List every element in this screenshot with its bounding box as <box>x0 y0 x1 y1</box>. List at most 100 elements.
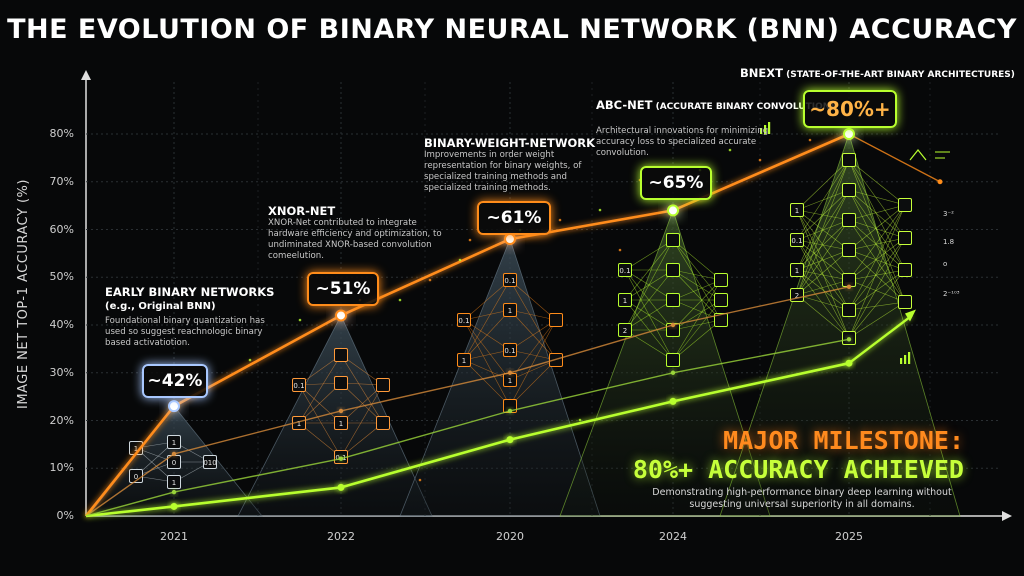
network-edge <box>848 237 906 281</box>
y-tick-label: 20% <box>49 413 74 427</box>
network-node-label: 0.1 <box>293 382 304 390</box>
sparkle <box>578 418 582 422</box>
network-edge <box>509 359 557 381</box>
network-edge <box>340 382 384 424</box>
sparkle <box>248 358 252 362</box>
series-point <box>338 408 344 414</box>
accuracy-achieved-heading: 80%+ ACCURACY ACHIEVED <box>632 455 964 484</box>
network-edge <box>340 422 384 458</box>
network-node <box>618 293 632 307</box>
network-edge <box>463 279 511 321</box>
milestone-title: XNOR-NET <box>268 204 335 218</box>
network-node <box>842 273 856 287</box>
sparkle <box>428 278 432 282</box>
network-edge <box>848 204 906 311</box>
sparkle <box>618 248 622 252</box>
network-node <box>898 198 912 212</box>
network-node-label: 1 <box>508 307 512 315</box>
network-edge <box>848 219 906 303</box>
x-tick-label: 2020 <box>496 530 524 543</box>
network-edge <box>848 159 906 239</box>
milestone-point <box>335 309 347 322</box>
network-node <box>898 295 912 309</box>
network-node-label: 2 <box>623 327 627 335</box>
network-node-label: 1 <box>462 357 466 365</box>
network-side-label: 3⁻² <box>943 210 954 218</box>
bars-icon <box>764 125 767 134</box>
milestone-title-text: EARLY BINARY NETWORKS <box>105 285 275 299</box>
network-edge <box>848 204 906 221</box>
network-edge <box>848 159 906 303</box>
network-node <box>790 233 804 247</box>
y-tick-label: 50% <box>49 270 74 284</box>
network-node <box>666 353 680 367</box>
bars-icon <box>768 122 771 134</box>
network-edge <box>848 249 906 303</box>
series-point <box>846 284 852 289</box>
y-tick-label: 40% <box>49 318 74 331</box>
network-node <box>618 323 632 337</box>
milestone-description: Demonstrating high-performance binary de… <box>652 487 952 510</box>
network-edge <box>796 159 850 241</box>
milestone-subtitle: (ACCURATE BINARY CONVOLUTION) <box>652 102 835 112</box>
bars-icon <box>904 355 907 364</box>
network-edge <box>624 239 674 331</box>
network-node <box>842 183 856 197</box>
sparkle <box>558 218 562 222</box>
sparkle <box>728 148 732 152</box>
network-node <box>842 153 856 167</box>
network-edge <box>463 319 511 381</box>
network-edge <box>509 309 557 321</box>
network-node <box>334 416 348 430</box>
network-node <box>714 273 728 287</box>
network-edge <box>848 189 906 271</box>
network-edge <box>796 189 850 296</box>
sparkle <box>758 158 762 162</box>
network-node-label: 1 <box>795 207 799 215</box>
network-edge <box>848 269 906 281</box>
sparkle <box>458 258 462 262</box>
network-edge <box>848 237 906 339</box>
y-tick-label: 30% <box>49 365 74 379</box>
network-node <box>167 435 181 449</box>
series-point <box>171 451 177 457</box>
accuracy-badge: ~61% <box>477 201 551 235</box>
network-edge <box>509 319 557 351</box>
milestone-title-text: BNEXT <box>740 66 783 80</box>
series-point <box>507 408 513 414</box>
series-line <box>85 286 850 517</box>
network-node-label: 010 <box>203 459 216 467</box>
network-edge <box>848 301 906 311</box>
network-edge <box>848 249 906 271</box>
network-edge <box>848 159 906 206</box>
accuracy-badge: ~51% <box>307 272 379 306</box>
network-edge <box>796 249 850 296</box>
y-axis-arrow <box>81 70 91 80</box>
network-edge <box>298 382 342 424</box>
network-node <box>666 293 680 307</box>
milestone-title-text: XNOR-NET <box>268 204 336 218</box>
milestone-point <box>168 400 180 413</box>
network-node-label: 1 <box>172 479 176 487</box>
series-point <box>845 359 853 367</box>
network-node <box>334 376 348 390</box>
network-edge <box>848 269 906 339</box>
network-edge <box>848 219 906 239</box>
network-node-label: 1 <box>134 445 138 453</box>
sparkle <box>418 478 422 482</box>
mountain-shape <box>719 132 961 517</box>
network-node-label: 1 <box>297 420 301 428</box>
network-edge <box>848 204 906 281</box>
series-point <box>670 322 676 328</box>
milestone-description-text: Improvements in order weight representat… <box>424 150 582 193</box>
network-node-label: 0 <box>134 473 138 481</box>
network-edge <box>340 384 384 458</box>
series-point <box>846 337 852 342</box>
major-milestone-heading: MAJOR MILESTONE: <box>723 426 964 455</box>
network-node <box>842 303 856 317</box>
network-node-label: 0.1 <box>504 277 515 285</box>
network-edge <box>848 189 906 303</box>
network-edge <box>463 309 511 321</box>
network-edge <box>624 299 674 331</box>
network-node <box>790 263 804 277</box>
